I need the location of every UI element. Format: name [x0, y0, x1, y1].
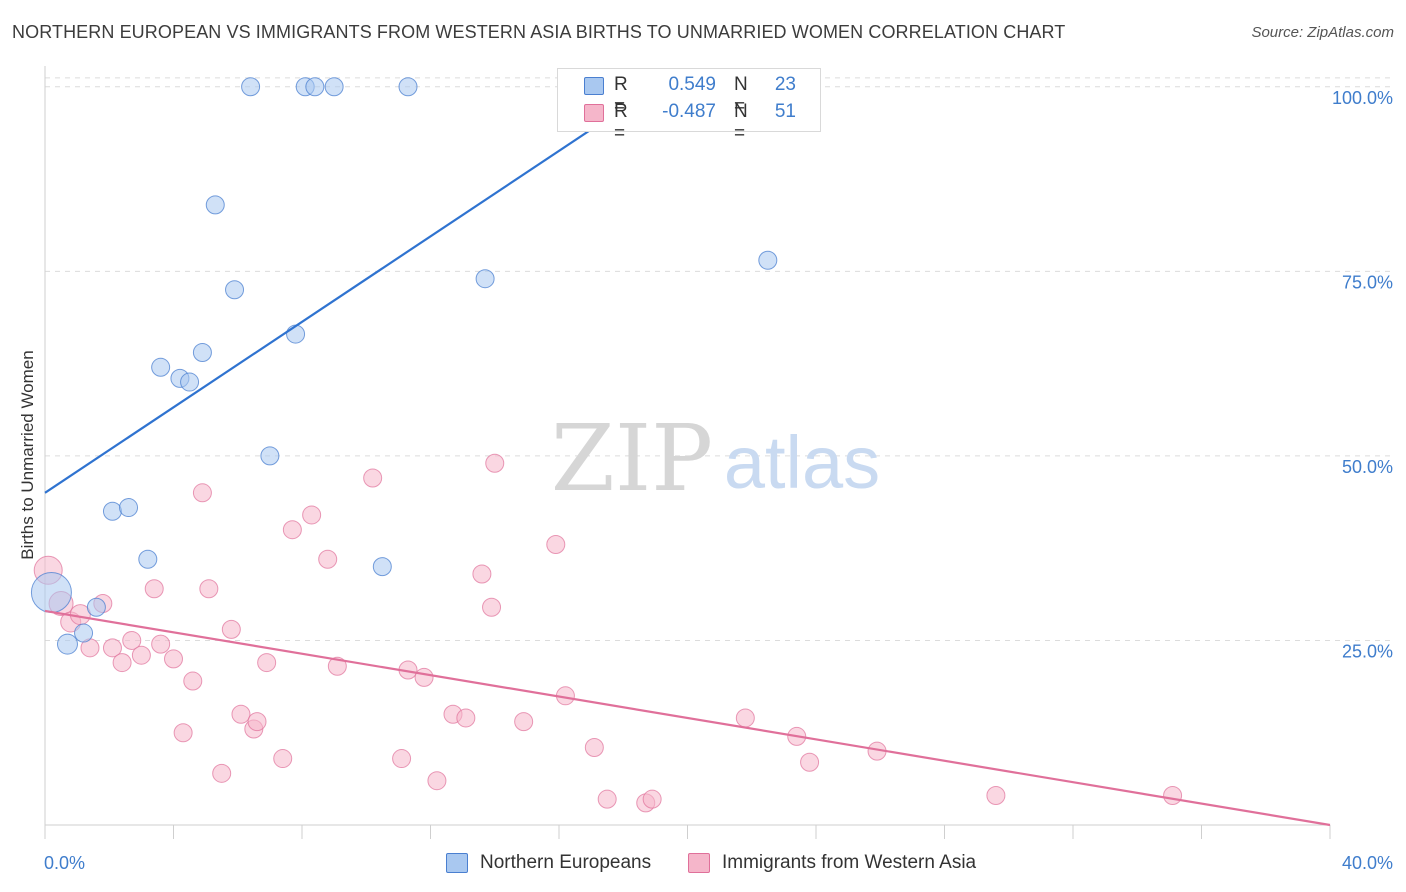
blue-data-point [205, 195, 225, 215]
pink-data-point [392, 749, 412, 769]
pink-data-point [231, 704, 251, 724]
pink-data-point [546, 534, 566, 554]
pink-data-point [485, 453, 505, 473]
blue-data-point [119, 498, 139, 518]
watermark-atlas: atlas [724, 421, 880, 504]
blue-data-point [180, 372, 200, 392]
pink-data-point [456, 708, 476, 728]
pink-data-point [151, 634, 171, 654]
y-tick-label: 50.0% [1342, 457, 1393, 477]
pink-data-point [427, 771, 447, 791]
tick-labels: 25.0% 50.0% 75.0% 100.0% 0.0% 40.0% [44, 88, 1393, 873]
blue-data-point [758, 250, 778, 270]
blue-data-point [225, 280, 245, 300]
pink-data-point [514, 712, 534, 732]
northern-europeans-points [30, 77, 778, 655]
blue-data-point [30, 571, 72, 613]
blue-data-point [151, 357, 171, 377]
blue-data-point [74, 623, 94, 643]
axes [44, 66, 1331, 839]
pink-data-point [986, 785, 1006, 805]
n-value: 23 [774, 74, 796, 95]
blue-data-point [286, 324, 306, 344]
n-label: N = [734, 74, 748, 117]
blue-data-point [56, 633, 78, 655]
pink-data-point [247, 712, 267, 732]
pink-data-point [327, 656, 347, 676]
blue-swatch [584, 77, 604, 95]
pink-data-point [642, 789, 662, 809]
pink-data-point [482, 597, 502, 617]
pink-data-point [192, 483, 212, 503]
pink-data-point [144, 579, 164, 599]
r-label: R = [614, 74, 628, 117]
pink-data-point [318, 549, 338, 569]
blue-trend-line [44, 85, 656, 494]
y-tick-label: 25.0% [1342, 641, 1393, 661]
watermark-zip: ZIP [551, 405, 713, 512]
pink-data-point [183, 671, 203, 691]
y-tick-label: 100.0% [1332, 88, 1393, 108]
blue-data-point [475, 269, 495, 289]
pink-data-point [735, 708, 755, 728]
source-label: Source: ZipAtlas.com [1251, 24, 1394, 41]
pink-data-point [584, 737, 604, 757]
blue-data-point [260, 446, 280, 466]
pink-data-point [597, 789, 617, 809]
pink-data-point [257, 653, 277, 673]
pink-data-point [363, 468, 383, 488]
pink-data-point [122, 630, 142, 650]
blue-data-point [372, 557, 392, 577]
pink-data-point [102, 638, 122, 658]
trend-lines [44, 85, 1331, 827]
blue-data-point [305, 77, 325, 97]
pink-data-point [199, 579, 219, 599]
blue-swatch [446, 853, 468, 873]
pink-data-point [302, 505, 322, 525]
pink-data-point [1163, 785, 1183, 805]
pink-trend-line [44, 609, 1331, 827]
pink-data-point [414, 667, 434, 687]
r-value: 0.549 [668, 74, 716, 95]
chart-title: NORTHERN EUROPEAN VS IMMIGRANTS FROM WES… [12, 22, 1066, 42]
y-tick-label: 75.0% [1342, 272, 1393, 292]
pink-data-point [112, 653, 132, 673]
blue-data-point [138, 549, 158, 569]
pink-data-point [273, 749, 293, 769]
blue-data-point [192, 343, 212, 363]
pink-data-point [800, 752, 820, 772]
pink-data-point [212, 763, 232, 783]
blue-data-point [324, 77, 344, 97]
x-tick-label: 40.0% [1342, 853, 1393, 873]
pink-data-point [221, 619, 241, 639]
pink-data-point [282, 520, 302, 540]
pink-data-point [164, 649, 183, 669]
blue-data-point [102, 501, 122, 521]
pink-swatch [688, 853, 710, 873]
n-label: N = [734, 101, 748, 144]
pink-swatch [584, 104, 604, 122]
r-label: R = [614, 101, 628, 144]
x-tick-label: 0.0% [44, 853, 85, 873]
r-value: -0.487 [662, 101, 716, 122]
blue-data-point [398, 77, 418, 97]
correlation-legend: R = 0.549 N = 23 R = -0.487 N = 51 [557, 68, 821, 144]
series-legend: Northern Europeans Immigrants from Weste… [0, 852, 1406, 878]
blue-data-point [241, 77, 261, 97]
legend-label: Northern Europeans [480, 852, 652, 873]
n-value: 51 [774, 101, 796, 122]
legend-label: Immigrants from Western Asia [722, 852, 977, 873]
blue-data-point [86, 597, 106, 617]
pink-data-point [472, 564, 492, 584]
pink-data-point [131, 645, 151, 665]
pink-data-point [173, 723, 193, 743]
